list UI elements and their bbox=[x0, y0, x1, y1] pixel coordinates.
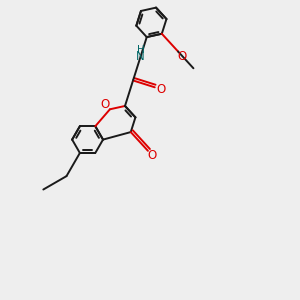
Text: O: O bbox=[156, 83, 166, 96]
Text: O: O bbox=[101, 98, 110, 111]
Text: O: O bbox=[148, 149, 157, 162]
Text: H: H bbox=[137, 45, 145, 55]
Text: O: O bbox=[178, 50, 187, 63]
Text: N: N bbox=[136, 50, 145, 63]
